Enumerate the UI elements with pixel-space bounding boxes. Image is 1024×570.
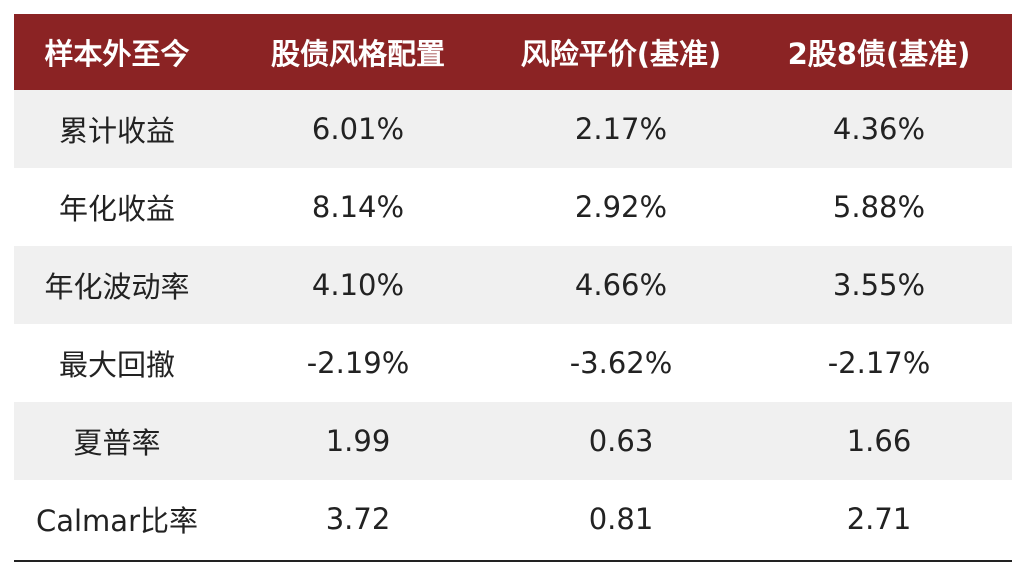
table-cell: 3.72 [325, 502, 391, 536]
header-risk-parity: 风险平价(基准) [520, 37, 722, 71]
table-cell: 0.81 [588, 502, 654, 536]
table-header: 样本外至今 股债风格配置 风险平价(基准) 2股8债(基准) [14, 14, 1012, 90]
header-period: 样本外至今 [44, 37, 190, 71]
table-row: Calmar比率 3.72 0.81 2.71 [14, 480, 1012, 558]
table-bottom-rule [14, 560, 1012, 562]
row-label: 累计收益 [58, 114, 175, 148]
table-cell: 4.36% [832, 112, 926, 146]
table-body: 累计收益 6.01% 2.17% 4.36% 年化收益 8.14% 2.92% … [14, 90, 1012, 558]
table-cell: 6.01% [311, 112, 405, 146]
table-cell: 5.88% [832, 190, 926, 224]
performance-table-container: 样本外至今 股债风格配置 风险平价(基准) 2股8债(基准) 累计收益 6.01… [14, 14, 1012, 558]
table-cell: 3.55% [832, 268, 926, 302]
table-cell: 0.63 [588, 424, 654, 458]
table-row: 最大回撤 -2.19% -3.62% -2.17% [14, 324, 1012, 402]
performance-table: 样本外至今 股债风格配置 风险平价(基准) 2股8债(基准) 累计收益 6.01… [14, 14, 1012, 558]
row-label: 年化收益 [58, 192, 175, 226]
table-row: 累计收益 6.01% 2.17% 4.36% [14, 90, 1012, 168]
row-label: 年化波动率 [44, 270, 190, 304]
table-row: 夏普率 1.99 0.63 1.66 [14, 402, 1012, 480]
table-cell: 1.66 [846, 424, 912, 458]
table-row: 年化收益 8.14% 2.92% 5.88% [14, 168, 1012, 246]
header-2-8-benchmark: 2股8债(基准) [787, 37, 971, 71]
table-cell: 1.99 [325, 424, 391, 458]
header-row: 样本外至今 股债风格配置 风险平价(基准) 2股8债(基准) [14, 14, 1012, 90]
table-cell: 4.10% [311, 268, 405, 302]
table-cell: 4.66% [574, 268, 668, 302]
row-label: 最大回撤 [58, 348, 175, 382]
table-cell: 8.14% [311, 190, 405, 224]
table-cell: -2.19% [306, 346, 410, 380]
table-row: 年化波动率 4.10% 4.66% 3.55% [14, 246, 1012, 324]
table-cell: -2.17% [827, 346, 931, 380]
row-label: 夏普率 [73, 426, 161, 460]
table-cell: 2.71 [846, 502, 912, 536]
table-cell: 2.17% [574, 112, 668, 146]
header-strategy: 股债风格配置 [270, 37, 445, 71]
table-cell: 2.92% [574, 190, 668, 224]
row-label: Calmar比率 [35, 504, 199, 538]
table-cell: -3.62% [569, 346, 673, 380]
